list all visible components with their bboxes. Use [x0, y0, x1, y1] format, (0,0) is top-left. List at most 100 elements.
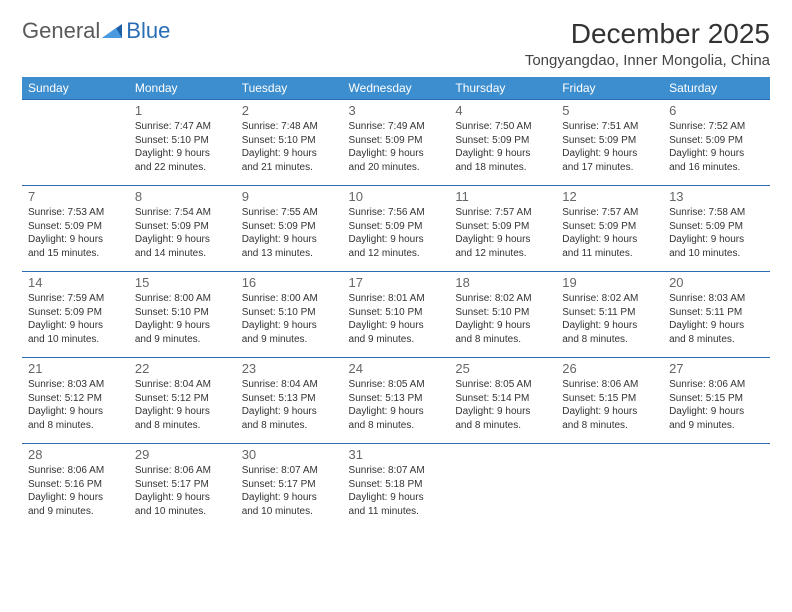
calendar-body: 1Sunrise: 7:47 AMSunset: 5:10 PMDaylight…	[22, 100, 770, 530]
calendar-table: SundayMondayTuesdayWednesdayThursdayFrid…	[22, 77, 770, 530]
cell-line-d2: and 21 minutes.	[242, 161, 337, 175]
cell-line-d2: and 22 minutes.	[135, 161, 230, 175]
cell-line-d1: Daylight: 9 hours	[562, 319, 657, 333]
day-number: 5	[562, 103, 657, 118]
cell-line-d1: Daylight: 9 hours	[349, 147, 444, 161]
cell-line-d1: Daylight: 9 hours	[349, 405, 444, 419]
cell-line-d1: Daylight: 9 hours	[669, 147, 764, 161]
cell-line-sr: Sunrise: 8:02 AM	[562, 292, 657, 306]
calendar-cell: 26Sunrise: 8:06 AMSunset: 5:15 PMDayligh…	[556, 358, 663, 444]
cell-line-sr: Sunrise: 7:59 AM	[28, 292, 123, 306]
calendar-cell: 5Sunrise: 7:51 AMSunset: 5:09 PMDaylight…	[556, 100, 663, 186]
cell-line-d1: Daylight: 9 hours	[135, 405, 230, 419]
calendar-cell: 3Sunrise: 7:49 AMSunset: 5:09 PMDaylight…	[343, 100, 450, 186]
cell-line-d2: and 10 minutes.	[28, 333, 123, 347]
cell-line-sr: Sunrise: 8:00 AM	[135, 292, 230, 306]
day-header: Sunday	[22, 77, 129, 100]
cell-line-d2: and 10 minutes.	[242, 505, 337, 519]
cell-line-d2: and 12 minutes.	[455, 247, 550, 261]
day-number: 11	[455, 189, 550, 204]
cell-line-d1: Daylight: 9 hours	[455, 319, 550, 333]
calendar-week-row: 14Sunrise: 7:59 AMSunset: 5:09 PMDayligh…	[22, 272, 770, 358]
cell-line-ss: Sunset: 5:09 PM	[349, 134, 444, 148]
day-number: 16	[242, 275, 337, 290]
calendar-cell: 17Sunrise: 8:01 AMSunset: 5:10 PMDayligh…	[343, 272, 450, 358]
calendar-cell: 19 Sunrise: 8:02 AMSunset: 5:11 PMDayligh…	[556, 272, 663, 358]
cell-line-ss: Sunset: 5:11 PM	[562, 306, 657, 320]
day-number: 30	[242, 447, 337, 462]
day-number: 24	[349, 361, 444, 376]
logo-text-blue: Blue	[126, 18, 170, 44]
cell-line-d1: Daylight: 9 hours	[349, 233, 444, 247]
calendar-cell: 18Sunrise: 8:02 AMSunset: 5:10 PMDayligh…	[449, 272, 556, 358]
cell-line-ss: Sunset: 5:15 PM	[669, 392, 764, 406]
calendar-cell	[663, 444, 770, 530]
cell-line-d1: Daylight: 9 hours	[28, 319, 123, 333]
cell-line-ss: Sunset: 5:14 PM	[455, 392, 550, 406]
cell-line-sr: Sunrise: 8:03 AM	[669, 292, 764, 306]
calendar-cell: 12Sunrise: 7:57 AMSunset: 5:09 PMDayligh…	[556, 186, 663, 272]
cell-line-d1: Daylight: 9 hours	[349, 319, 444, 333]
cell-line-ss: Sunset: 5:09 PM	[455, 134, 550, 148]
cell-line-d2: and 13 minutes.	[242, 247, 337, 261]
cell-line-d1: Daylight: 9 hours	[135, 491, 230, 505]
calendar-cell: 6Sunrise: 7:52 AMSunset: 5:09 PMDaylight…	[663, 100, 770, 186]
cell-line-ss: Sunset: 5:10 PM	[242, 306, 337, 320]
calendar-cell: 13Sunrise: 7:58 AMSunset: 5:09 PMDayligh…	[663, 186, 770, 272]
day-header-row: SundayMondayTuesdayWednesdayThursdayFrid…	[22, 77, 770, 100]
day-number: 22	[135, 361, 230, 376]
calendar-cell: 28Sunrise: 8:06 AMSunset: 5:16 PMDayligh…	[22, 444, 129, 530]
cell-line-d2: and 11 minutes.	[349, 505, 444, 519]
cell-line-d1: Daylight: 9 hours	[669, 405, 764, 419]
cell-line-ss: Sunset: 5:09 PM	[242, 220, 337, 234]
day-number: 4	[455, 103, 550, 118]
day-number: 12	[562, 189, 657, 204]
calendar-week-row: 28Sunrise: 8:06 AMSunset: 5:16 PMDayligh…	[22, 444, 770, 530]
cell-line-ss: Sunset: 5:12 PM	[135, 392, 230, 406]
month-title: December 2025	[525, 18, 770, 50]
calendar-cell: 1Sunrise: 7:47 AMSunset: 5:10 PMDaylight…	[129, 100, 236, 186]
cell-line-sr: Sunrise: 8:00 AM	[242, 292, 337, 306]
calendar-cell: 10Sunrise: 7:56 AMSunset: 5:09 PMDayligh…	[343, 186, 450, 272]
cell-line-sr: Sunrise: 8:06 AM	[28, 464, 123, 478]
cell-line-sr: Sunrise: 7:51 AM	[562, 120, 657, 134]
location-text: Tongyangdao, Inner Mongolia, China	[525, 52, 770, 69]
day-header: Monday	[129, 77, 236, 100]
cell-line-sr: Sunrise: 8:05 AM	[455, 378, 550, 392]
calendar-cell: 25Sunrise: 8:05 AMSunset: 5:14 PMDayligh…	[449, 358, 556, 444]
title-block: December 2025 Tongyangdao, Inner Mongoli…	[525, 18, 770, 69]
cell-line-d2: and 8 minutes.	[562, 333, 657, 347]
day-number: 7	[28, 189, 123, 204]
cell-line-sr: Sunrise: 7:53 AM	[28, 206, 123, 220]
page-header: General Blue December 2025 Tongyangdao, …	[22, 18, 770, 69]
cell-line-ss: Sunset: 5:09 PM	[28, 306, 123, 320]
cell-line-sr: Sunrise: 8:02 AM	[455, 292, 550, 306]
day-number: 15	[135, 275, 230, 290]
calendar-cell	[22, 100, 129, 186]
day-header: Thursday	[449, 77, 556, 100]
cell-line-sr: Sunrise: 7:52 AM	[669, 120, 764, 134]
cell-line-ss: Sunset: 5:09 PM	[135, 220, 230, 234]
cell-line-d1: Daylight: 9 hours	[242, 319, 337, 333]
cell-line-d1: Daylight: 9 hours	[455, 405, 550, 419]
cell-line-d2: and 8 minutes.	[28, 419, 123, 433]
cell-line-d2: and 10 minutes.	[135, 505, 230, 519]
cell-line-d1: Daylight: 9 hours	[242, 233, 337, 247]
day-number: 20	[669, 275, 764, 290]
cell-line-ss: Sunset: 5:09 PM	[28, 220, 123, 234]
cell-line-sr: Sunrise: 8:04 AM	[242, 378, 337, 392]
cell-line-sr: Sunrise: 7:58 AM	[669, 206, 764, 220]
day-number: 19	[562, 275, 657, 290]
cell-line-d2: and 9 minutes.	[28, 505, 123, 519]
cell-line-sr: Sunrise: 7:49 AM	[349, 120, 444, 134]
calendar-cell	[556, 444, 663, 530]
day-number: 13	[669, 189, 764, 204]
logo-triangle-icon	[102, 22, 124, 40]
cell-line-sr: Sunrise: 7:57 AM	[562, 206, 657, 220]
calendar-cell: 23Sunrise: 8:04 AMSunset: 5:13 PMDayligh…	[236, 358, 343, 444]
cell-line-sr: Sunrise: 8:06 AM	[669, 378, 764, 392]
cell-line-sr: Sunrise: 7:57 AM	[455, 206, 550, 220]
calendar-cell: 9Sunrise: 7:55 AMSunset: 5:09 PMDaylight…	[236, 186, 343, 272]
cell-line-ss: Sunset: 5:16 PM	[28, 478, 123, 492]
day-number: 8	[135, 189, 230, 204]
